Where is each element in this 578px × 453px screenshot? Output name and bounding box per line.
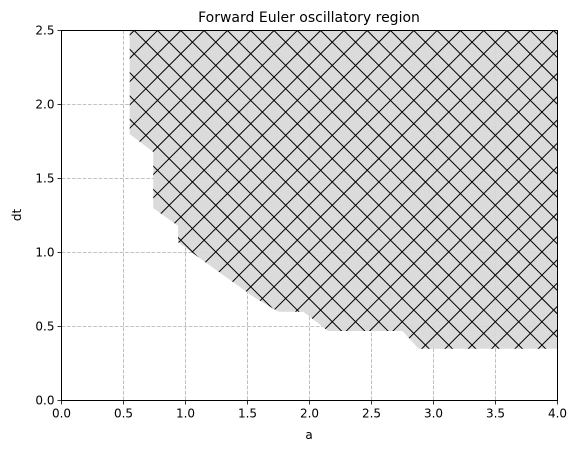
hatch-line (273, 30, 558, 349)
x-tick-label: 0.0 (52, 407, 71, 421)
hatch-line (366, 30, 558, 349)
chart-title: Forward Euler oscillatory region (198, 10, 420, 26)
y-axis-label: dt (10, 209, 24, 222)
hatch-line (413, 30, 558, 349)
y-tick-label: 0.0 (35, 394, 54, 408)
hatch-line (483, 30, 558, 349)
y-tick-label: 1.5 (35, 172, 54, 186)
hatch-line (129, 30, 391, 349)
x-tick-label: 4.0 (548, 407, 567, 421)
hatch-line (556, 30, 558, 349)
y-tick-label: 2.5 (35, 24, 54, 38)
hatch-line (133, 30, 505, 349)
y-tick-label: 0.5 (35, 320, 54, 334)
hatch-line (129, 30, 205, 349)
hatch-line (392, 30, 558, 349)
hatch-line (320, 30, 558, 349)
hatch-line (203, 30, 558, 349)
hatch-line (129, 30, 252, 349)
hatch-line (129, 30, 275, 349)
hatch-line (416, 30, 558, 349)
hatch-line (129, 30, 415, 349)
x-tick-label: 1.0 (176, 407, 195, 421)
hatch-line (129, 30, 438, 349)
x-tick-label: 2.0 (300, 407, 319, 421)
hatch-line (439, 30, 558, 349)
hatch-line (129, 30, 228, 349)
x-tick-label: 2.5 (362, 407, 381, 421)
hatch-line (129, 30, 368, 349)
hatch-line (250, 30, 558, 349)
x-tick-label: 3.5 (486, 407, 505, 421)
x-tick-label: 1.5 (238, 407, 257, 421)
hatch-line (486, 30, 558, 349)
x-tick-label: 3.0 (424, 407, 443, 421)
x-tick-label: 0.5 (114, 407, 133, 421)
x-axis-label: a (305, 428, 312, 442)
hatch-line (390, 30, 558, 349)
hatch-line (369, 30, 558, 349)
hatch-line (343, 30, 558, 349)
hatch-line (296, 30, 558, 349)
hatch-line (227, 30, 558, 349)
hatch-line (129, 30, 482, 349)
y-tick-label: 1.0 (35, 246, 54, 260)
hatch-line (436, 30, 558, 349)
hatch-line (180, 30, 552, 349)
hatch-line (157, 30, 528, 349)
hatch-line (129, 30, 298, 349)
hatch-line (462, 30, 558, 349)
y-tick-label: 2.0 (35, 98, 54, 112)
hatch-line (460, 30, 558, 349)
